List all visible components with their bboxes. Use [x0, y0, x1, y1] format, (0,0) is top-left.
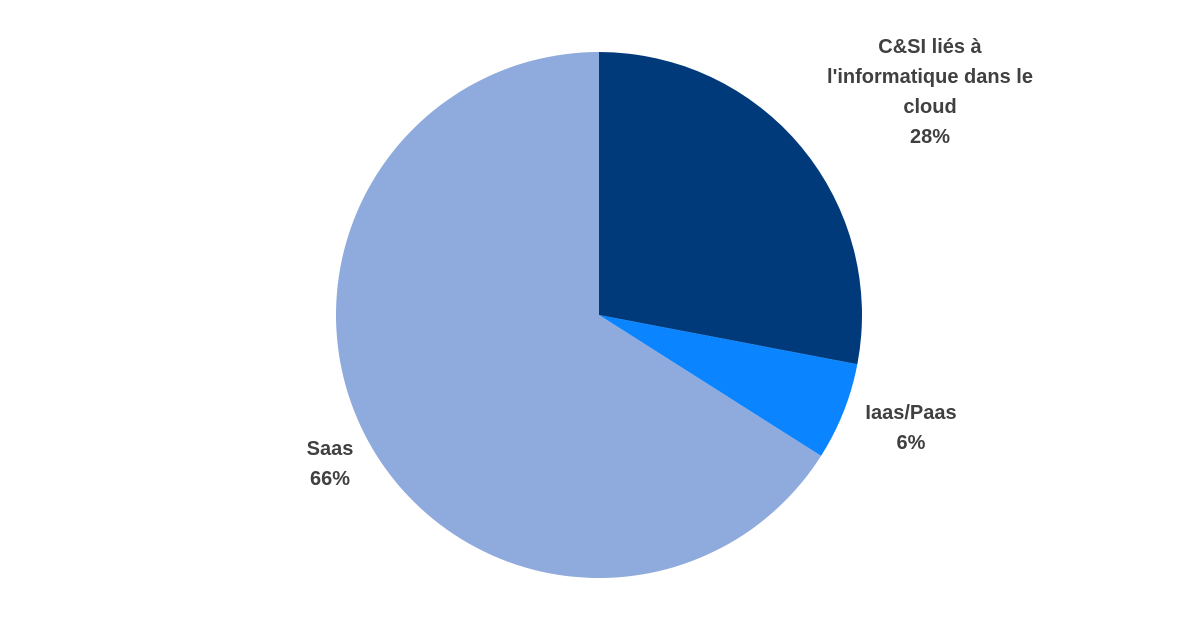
slice-label-saas-line-1: Saas	[306, 438, 354, 460]
pie-slice-cloud-csi	[599, 52, 862, 365]
slice-label-cloud-csi-line-3: cloud	[903, 96, 957, 118]
slice-percent-saas: 66%	[309, 468, 351, 490]
pie-slice-iaas-paas	[599, 315, 858, 456]
slice-label-saas: Saas 66%	[270, 434, 390, 494]
slice-percent-cloud-csi: 28%	[909, 126, 951, 148]
slice-label-cloud-csi-line-1: C&SI liés à	[878, 36, 982, 58]
pie-slices	[335, 52, 862, 579]
slice-label-iaas-paas-line-1: Iaas/Paas	[865, 402, 957, 424]
slice-label-cloud-csi: C&SI liés à l'informatique dans le cloud…	[810, 32, 1050, 152]
slice-label-cloud-csi-line-2: l'informatique dans le	[827, 66, 1033, 88]
slice-percent-iaas-paas: 6%	[896, 432, 926, 454]
pie-slice-saas	[335, 52, 822, 579]
slice-label-iaas-paas: Iaas/Paas 6%	[846, 398, 976, 458]
